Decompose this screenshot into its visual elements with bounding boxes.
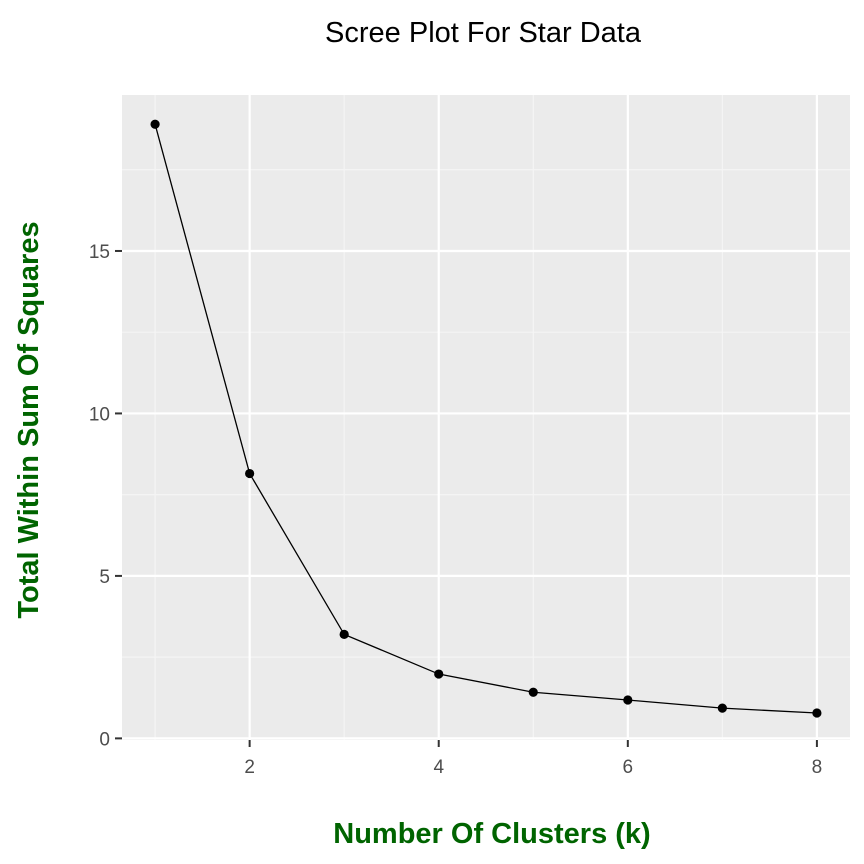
y-tick-label: 0 [99, 729, 110, 750]
x-tick-label: 4 [433, 757, 444, 778]
data-point [812, 708, 822, 718]
x-tick-label: 2 [244, 757, 255, 778]
data-point [434, 669, 444, 679]
axis-ticks: 2 4 6 8 0 5 10 15 [89, 242, 822, 778]
x-axis-title: Number Of Clusters (k) [333, 818, 650, 850]
series-line [154, 124, 817, 714]
plot-panel [122, 95, 850, 740]
x-tick-label: 8 [812, 757, 823, 778]
major-gridlines [122, 95, 850, 740]
data-point [528, 687, 538, 697]
data-point [717, 703, 727, 713]
y-axis-title: Total Within Sum Of Squares [13, 221, 45, 618]
y-tick-label: 10 [89, 404, 110, 425]
data-point [339, 629, 349, 639]
chart-title: Scree Plot For Star Data [325, 17, 642, 49]
data-point [245, 468, 255, 479]
y-tick-label: 15 [89, 242, 110, 263]
minor-gridlines [122, 95, 850, 740]
y-tick-label: 5 [99, 567, 110, 588]
series-layer [150, 119, 822, 718]
data-point [623, 695, 633, 705]
x-tick-label: 6 [623, 757, 634, 778]
data-point [150, 119, 160, 129]
